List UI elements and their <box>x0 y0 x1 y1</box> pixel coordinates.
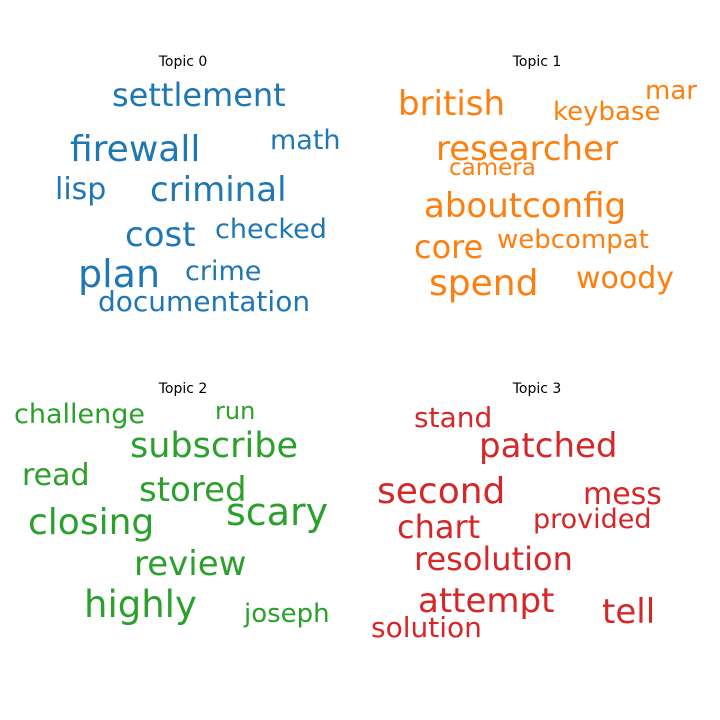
cloud-word: documentation <box>98 285 310 318</box>
cloud-word: lisp <box>55 172 106 207</box>
cloud-word: second <box>377 471 505 512</box>
panel-title: Topic 2 <box>158 381 208 397</box>
cloud-word: chart <box>397 508 480 546</box>
cloud-word: run <box>215 397 255 425</box>
cloud-word: provided <box>533 504 652 535</box>
cloud-word: aboutconfig <box>424 186 626 226</box>
cloud-word: mess <box>583 477 662 512</box>
cloud-word: british <box>398 84 505 124</box>
panel-title: Topic 0 <box>158 54 208 70</box>
topic-panel-1: Topic 1 british markeybaseresearchercamera… <box>398 54 697 304</box>
cloud-word: firewall <box>70 129 200 170</box>
cloud-word: camera <box>449 155 536 181</box>
cloud-word: joseph <box>243 599 330 629</box>
cloud-word: woody <box>576 261 674 296</box>
cloud-word: crime <box>185 256 261 287</box>
cloud-word: solution <box>371 611 482 644</box>
cloud-word: core <box>414 228 483 266</box>
cloud-word: plan <box>78 252 160 296</box>
panel-title: Topic 1 <box>512 54 562 70</box>
cloud-word: subscribe <box>130 426 298 466</box>
cloud-word: read <box>22 458 90 493</box>
topic-panel-0: Topic 0 settlement firewall math lisp crimina… <box>55 54 341 318</box>
cloud-word: resolution <box>414 540 573 578</box>
cloud-word: webcompat <box>497 225 649 255</box>
cloud-word: tell <box>602 592 655 632</box>
cloud-word: attempt <box>418 581 554 621</box>
cloud-word: review <box>134 544 246 584</box>
cloud-word: mar <box>645 76 697 106</box>
cloud-word: closing <box>28 502 154 543</box>
cloud-word: spend <box>429 263 538 304</box>
cloud-word: settlement <box>112 76 286 114</box>
cloud-word: cost <box>125 215 196 255</box>
cloud-word: researcher <box>436 129 618 169</box>
cloud-word: checked <box>215 214 327 245</box>
cloud-word: scary <box>226 490 328 534</box>
cloud-word: stand <box>414 401 492 434</box>
cloud-word: math <box>270 125 341 156</box>
cloud-word: patched <box>479 426 618 466</box>
cloud-word: criminal <box>150 170 287 210</box>
cloud-word: challenge <box>14 399 145 430</box>
panel-title: Topic 3 <box>512 381 562 397</box>
cloud-word: highly <box>84 583 197 626</box>
cloud-word: keybase <box>553 97 661 127</box>
cloud-word: stored <box>139 470 247 510</box>
